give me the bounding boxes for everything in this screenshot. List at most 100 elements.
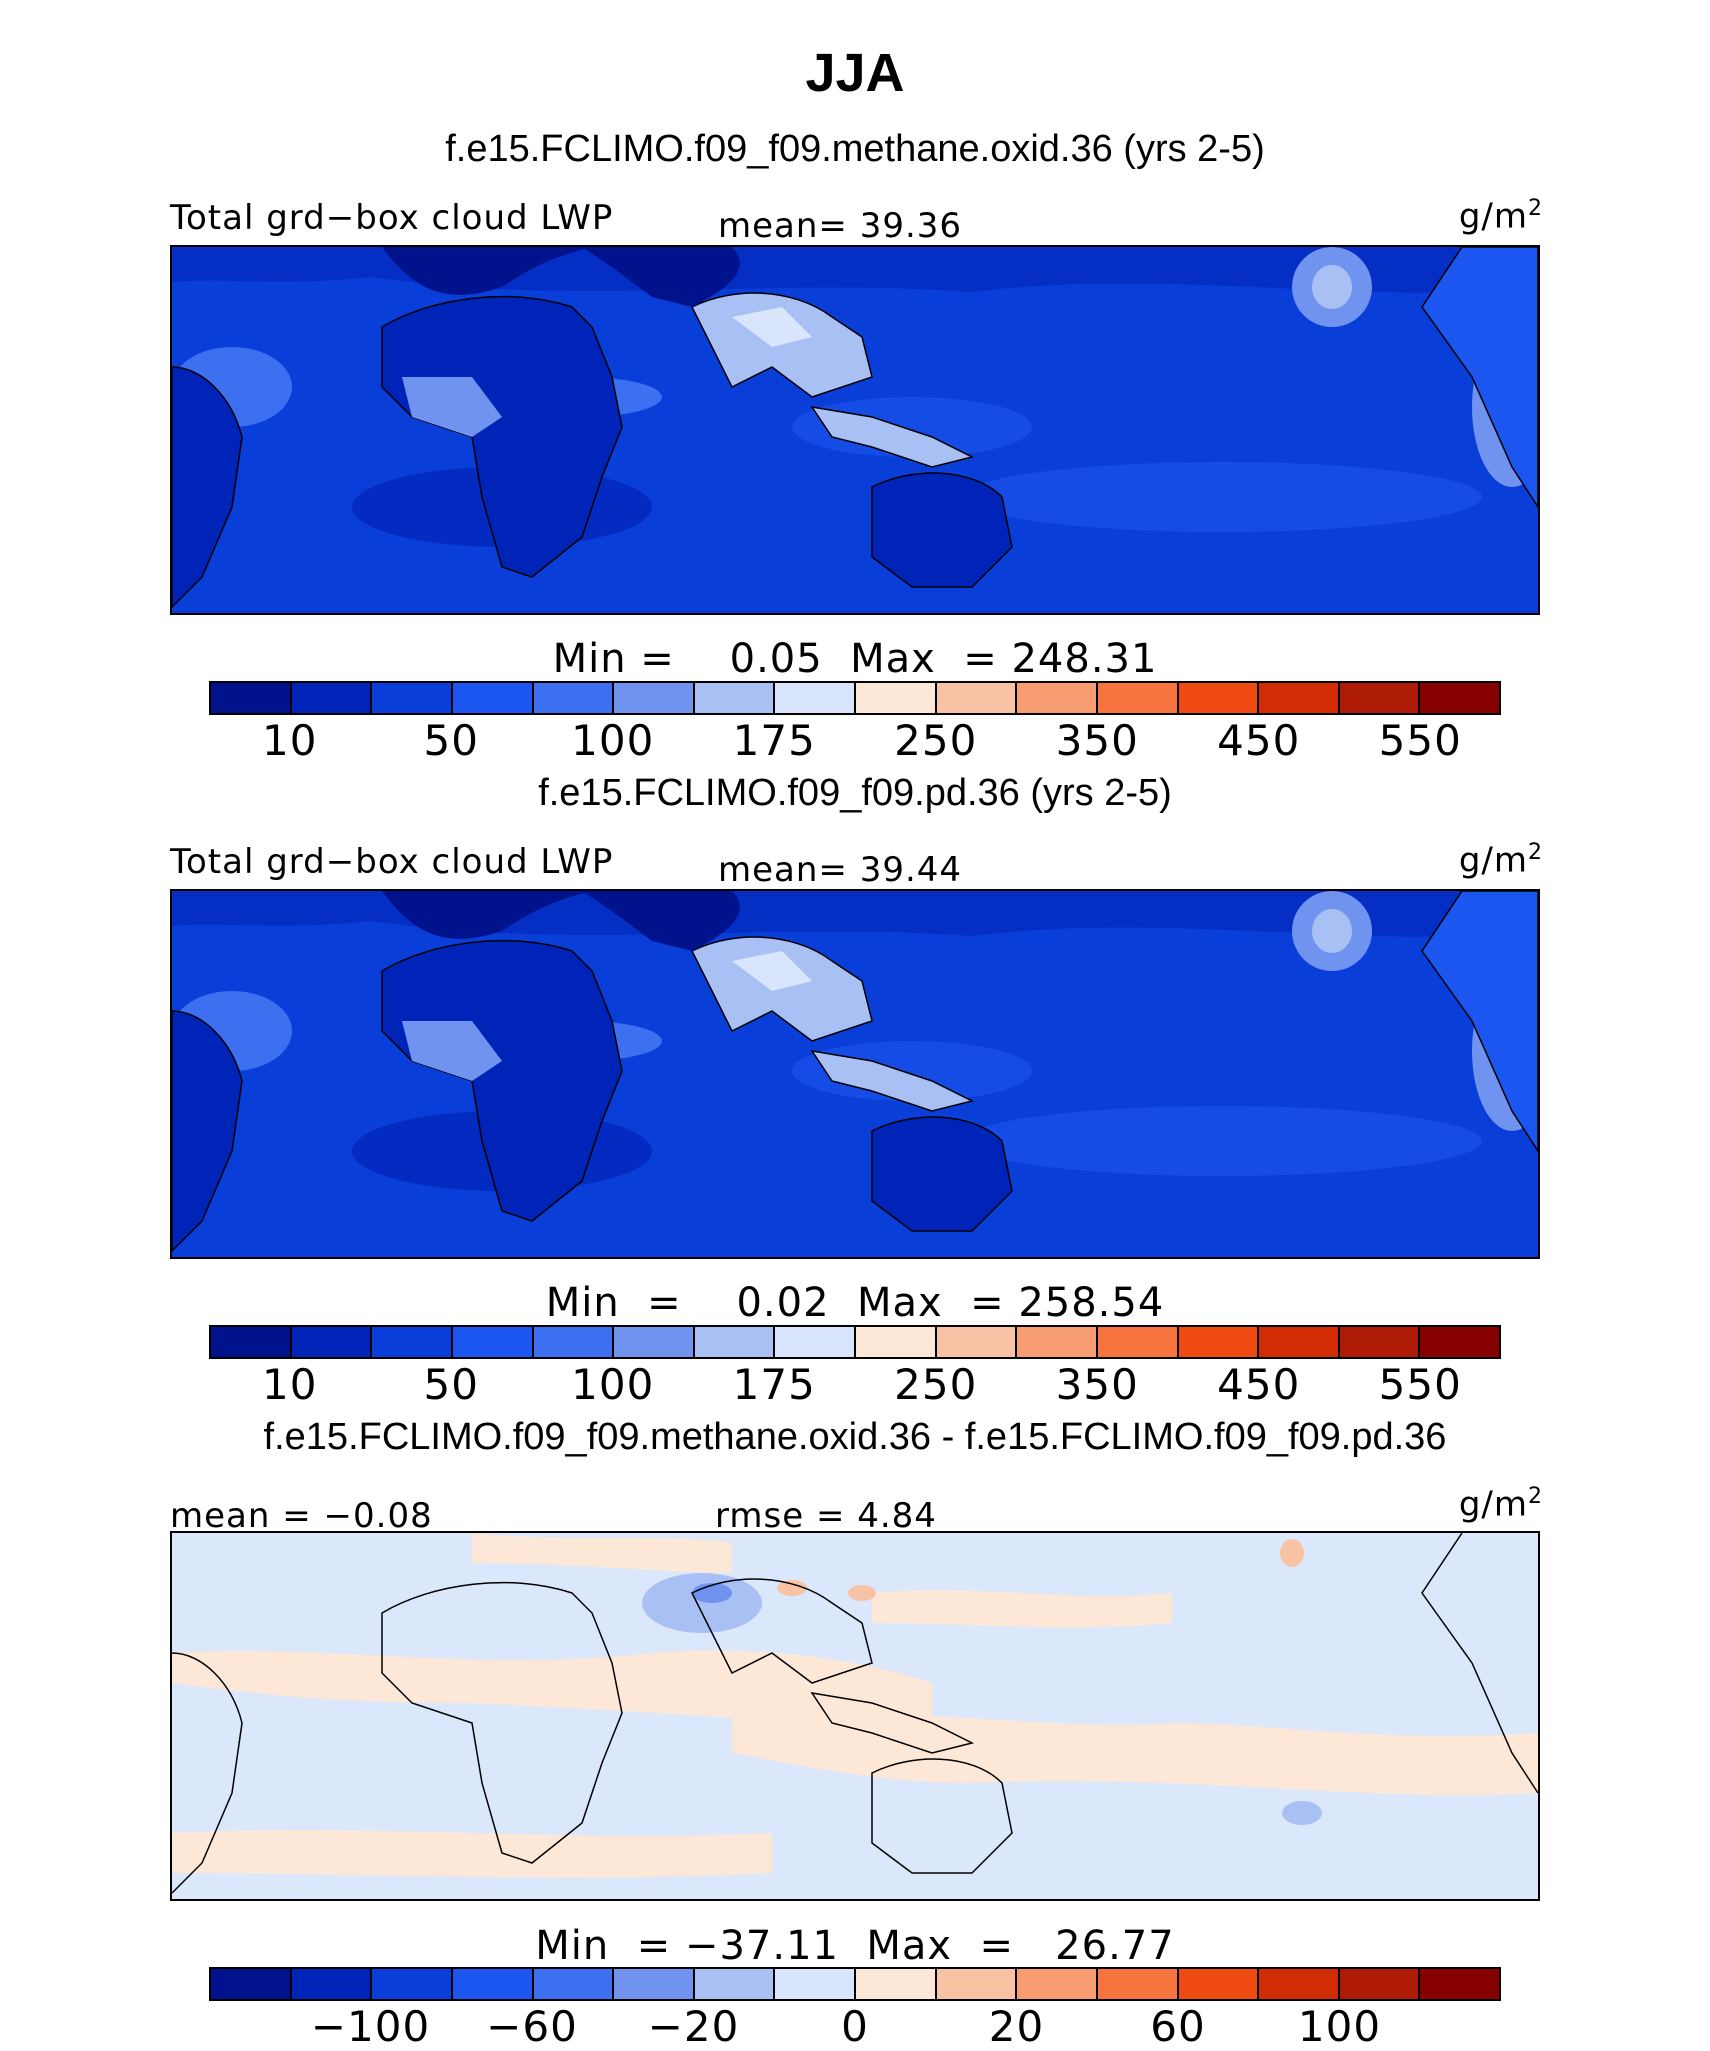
colorbar-tick-label: 100 [1297,2002,1382,2051]
panel-2-africa [381,939,623,1222]
panel-1-minmax: Min = 0.05 Max = 248.31 [552,636,1158,682]
colorbar-tick-label: 0 [841,2002,869,2051]
panel-1-colorbar-ticks: 10 50 100 175 250 350 450 550 [209,716,1501,765]
panel-1-units-text: g/m [1458,196,1528,237]
panel-1-mean-label: mean= 39.36 [718,206,963,246]
panel-3-india-coast [690,1578,873,1684]
panel-3-rmse-label: rmse = 4.84 [715,1496,937,1536]
panel-1-colorbar-swatch-11 [1017,683,1098,713]
panel-1-colorbar-swatch-14 [1259,683,1340,713]
panel-3-negative-core-india [692,1583,732,1603]
panel-3-positive-band-2 [732,1710,1538,1796]
panel-1-colorbar-swatch-9 [856,683,937,713]
panel-3-positive-band-4 [172,1830,772,1878]
panel-1-colorbar-swatch-6 [614,683,695,713]
panel-2-colorbar-swatch-3 [372,1327,453,1357]
panel-3-units-exponent: 2 [1528,1484,1543,1509]
panel-1-colorbar-swatch-12 [1097,683,1179,713]
panel-3-colorbar-swatch-6 [614,1969,695,1999]
colorbar-tick-label: 450 [1217,1360,1301,1409]
panel-2-subtropic-band-2 [962,1106,1482,1176]
panel-1-light-core-npac [1312,265,1352,309]
panel-3-africa-coast [381,1581,623,1864]
panel-3-colorbar-swatch-1 [211,1969,292,1999]
panel-1-colorbar-swatch-13 [1178,683,1260,713]
panel-2-mean-label: mean= 39.44 [718,850,963,890]
panel-3-colorbar-swatch-7 [694,1969,776,1999]
colorbar-tick-label: 60 [1150,2002,1206,2051]
panel-1-colorbar-swatch-3 [372,683,453,713]
panel-2-case-title: f.e15.FCLIMO.f09_f09.pd.36 (yrs 2-5) [538,772,1172,814]
panel-3-colorbar-swatch-2 [291,1969,373,1999]
colorbar-tick-label: −100 [310,2002,431,2051]
panel-2-light-core-npac [1312,909,1352,953]
panel-2-map-svg [172,891,1538,1257]
panel-1-units-label: g/m2 [1459,196,1543,236]
panel-3-mean-label: mean = −0.08 [170,1496,433,1536]
panel-1-colorbar-swatch-16 [1420,683,1499,713]
panel-3-negative-patch-india [642,1573,762,1633]
panel-1-subtropic-band-2 [962,462,1482,532]
colorbar-tick-label: 175 [732,1360,816,1409]
colorbar-tick-label: 350 [1055,1360,1139,1409]
colorbar-tick-label: 350 [1055,716,1139,765]
panel-2-colorbar-swatch-9 [856,1327,937,1357]
panel-3-positive-band-5 [472,1533,732,1573]
panel-2-colorbar-ticks: 10 50 100 175 250 350 450 550 [209,1360,1501,1409]
colorbar-tick-label: 100 [571,1360,655,1409]
panel-3-colorbar-swatch-4 [452,1969,534,1999]
panel-3-colorbar-swatch-14 [1259,1969,1340,1999]
panel-3-colorbar-swatch-3 [372,1969,453,1999]
panel-2-units-text: g/m [1458,840,1528,881]
panel-2-colorbar-swatch-6 [614,1327,695,1357]
panel-2-colorbar-swatch-7 [694,1327,776,1357]
panel-1-colorbar-swatch-15 [1339,683,1421,713]
panel-3-colorbar-ticks: −100 −60 −20 0 20 60 100 [209,2002,1501,2051]
panel-1-colorbar-swatch-4 [452,683,534,713]
panel-3-colorbar-swatch-13 [1178,1969,1260,1999]
panel-3-positive-band-3 [872,1590,1172,1628]
panel-1-india-core [732,307,812,347]
panel-1-sahel-band [402,377,502,437]
panel-2-arabia [582,891,740,951]
panel-1-sahara [382,247,592,295]
panel-2-colorbar-swatch-12 [1097,1327,1179,1357]
panel-1-units-exponent: 2 [1528,196,1543,221]
colorbar-tick-label: 50 [423,1360,479,1409]
panel-1-colorbar-swatch-8 [775,683,856,713]
panel-3-north-america-coast [1421,1533,1538,1794]
panel-2-variable-label: Total grd−box cloud LWP [170,842,614,882]
panel-1-colorbar-swatch-10 [936,683,1018,713]
colorbar-tick-label: 10 [262,716,318,765]
panel-2-colorbar-swatch-1 [211,1327,292,1357]
panel-1-colorbar [209,681,1501,715]
colorbar-tick-label: 175 [732,716,816,765]
panel-2-map [170,889,1540,1259]
panel-2-colorbar-swatch-15 [1339,1327,1421,1357]
panel-2-colorbar-swatch-4 [452,1327,534,1357]
colorbar-tick-label: 10 [262,1360,318,1409]
panel-1-north-america [1421,247,1538,509]
panel-3-colorbar-swatch-15 [1339,1969,1421,1999]
colorbar-tick-label: 20 [988,2002,1045,2051]
panel-2-north-america [1421,891,1538,1153]
panel-3-map-svg [172,1533,1538,1899]
panel-2-colorbar-swatch-8 [775,1327,856,1357]
panel-3-colorbar-swatch-10 [936,1969,1018,1999]
panel-1-australia [871,472,1013,588]
panel-3-units-text: g/m [1458,1484,1528,1525]
panel-2-colorbar-swatch-13 [1178,1327,1260,1357]
panel-1-africa [381,295,623,578]
panel-2-colorbar-swatch-5 [533,1327,615,1357]
panel-1-colorbar-swatch-1 [211,683,292,713]
panel-3-south-america-coast [172,1652,243,1894]
panel-3-colorbar-swatch-9 [856,1969,937,1999]
panel-1-map [170,245,1540,615]
panel-3-units-label: g/m2 [1459,1484,1543,1524]
panel-1-indonesia [810,405,975,468]
panel-3-indonesia-coast [810,1691,975,1754]
panel-2-colorbar-swatch-14 [1259,1327,1340,1357]
colorbar-tick-label: 550 [1378,716,1462,765]
panel-3-colorbar-swatch-8 [775,1969,856,1999]
panel-3-positive-patch-npac [1280,1539,1304,1567]
